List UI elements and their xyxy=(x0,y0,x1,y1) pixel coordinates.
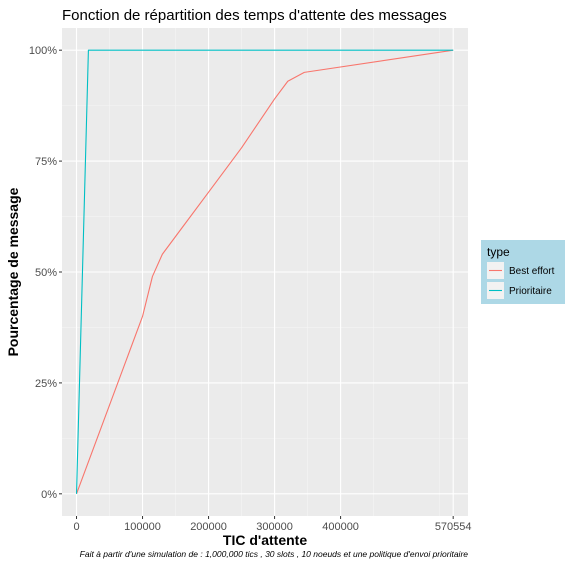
y-tick-label: 75% xyxy=(35,156,57,168)
x-tick-label: 570554 xyxy=(435,521,472,533)
x-axis: 0 100000 200000 300000 400000 570554 xyxy=(73,516,472,533)
legend-items: Best effort Prioritaire xyxy=(487,262,555,299)
legend: type Best effort Prioritaire xyxy=(481,240,565,304)
major-grid xyxy=(62,28,468,516)
series-lines xyxy=(75,49,454,495)
y-axis-title: Pourcentage de message xyxy=(5,187,21,356)
chart-caption: Fait à partir d'une simulation de : 1,00… xyxy=(80,549,469,559)
y-tick-label: 50% xyxy=(35,267,57,279)
legend-title: type xyxy=(487,245,510,259)
x-tick-label: 300000 xyxy=(256,521,293,533)
y-tick-label: 0% xyxy=(41,489,57,501)
x-tick-label: 400000 xyxy=(322,521,359,533)
x-axis-title: TIC d'attente xyxy=(223,532,307,548)
series-line-prioritaire xyxy=(75,49,454,494)
y-axis: 0% 25% 50% 75% 100% xyxy=(29,45,62,501)
y-tick-label: 100% xyxy=(29,45,57,57)
series-line-best-effort xyxy=(76,49,454,495)
legend-label-best-effort: Best effort xyxy=(509,266,555,277)
y-tick-label: 25% xyxy=(35,378,57,390)
legend-label-prioritaire: Prioritaire xyxy=(509,286,552,297)
x-tick-label: 200000 xyxy=(190,521,227,533)
x-tick-label: 100000 xyxy=(124,521,161,533)
x-tick-label: 0 xyxy=(73,521,79,533)
chart-title: Fonction de répartition des temps d'atte… xyxy=(62,7,447,24)
